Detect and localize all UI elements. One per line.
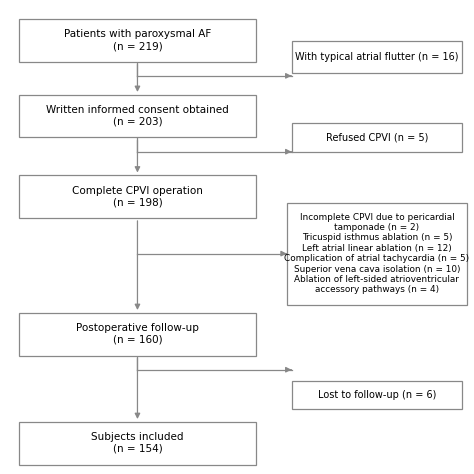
- Text: Complete CPVI operation
(n = 198): Complete CPVI operation (n = 198): [72, 186, 203, 208]
- FancyBboxPatch shape: [19, 95, 256, 137]
- FancyBboxPatch shape: [19, 19, 256, 62]
- Text: Patients with paroxysmal AF
(n = 219): Patients with paroxysmal AF (n = 219): [64, 29, 211, 51]
- FancyBboxPatch shape: [292, 41, 462, 73]
- Text: Incomplete CPVI due to pericardial
tamponade (n = 2)
Tricuspid isthmus ablation : Incomplete CPVI due to pericardial tampo…: [284, 213, 469, 294]
- Text: Postoperative follow-up
(n = 160): Postoperative follow-up (n = 160): [76, 323, 199, 345]
- Text: With typical atrial flutter (n = 16): With typical atrial flutter (n = 16): [295, 52, 458, 62]
- FancyBboxPatch shape: [19, 422, 256, 465]
- Text: Written informed consent obtained
(n = 203): Written informed consent obtained (n = 2…: [46, 105, 229, 127]
- FancyBboxPatch shape: [19, 175, 256, 218]
- FancyBboxPatch shape: [19, 313, 256, 356]
- FancyBboxPatch shape: [292, 123, 462, 152]
- Text: Subjects included
(n = 154): Subjects included (n = 154): [91, 432, 184, 454]
- FancyBboxPatch shape: [292, 381, 462, 409]
- Text: Refused CPVI (n = 5): Refused CPVI (n = 5): [326, 132, 428, 143]
- FancyBboxPatch shape: [287, 203, 467, 305]
- Text: Lost to follow-up (n = 6): Lost to follow-up (n = 6): [318, 390, 436, 400]
